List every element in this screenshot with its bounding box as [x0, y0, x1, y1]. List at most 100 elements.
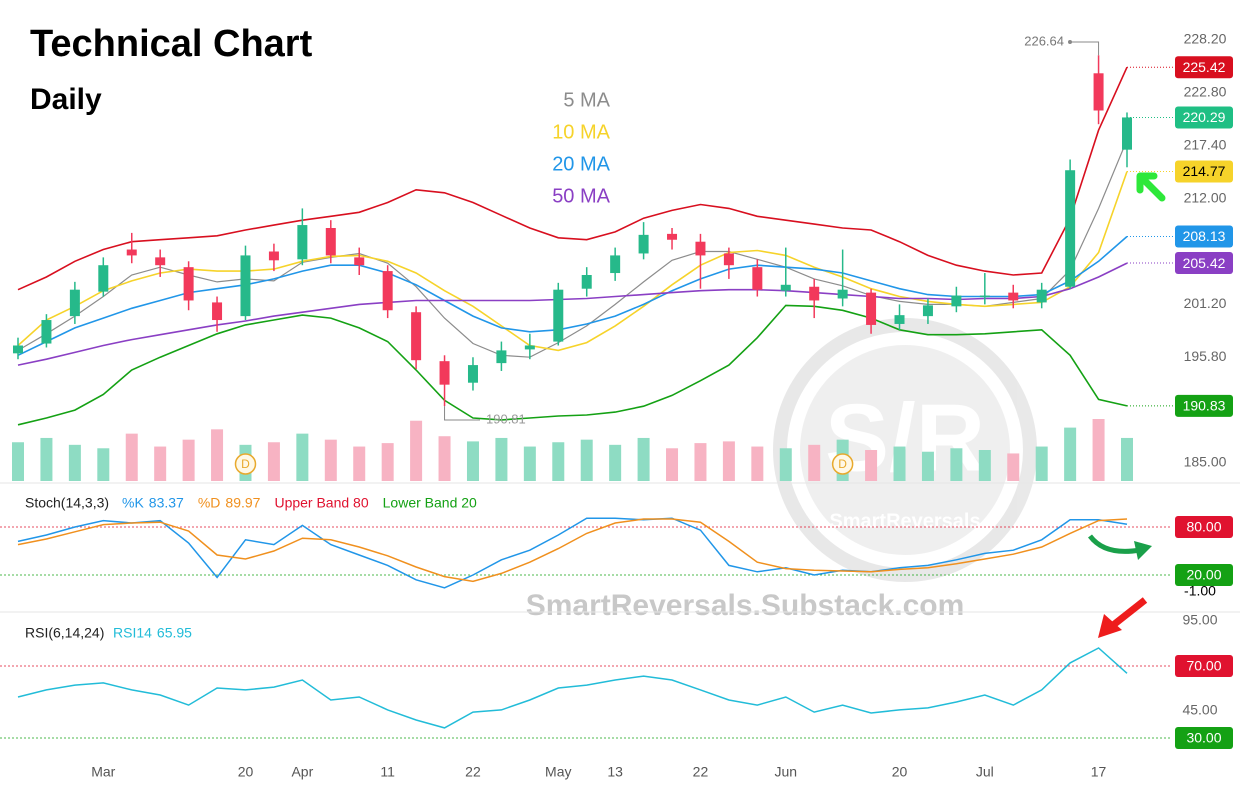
band-label: 80.00 — [1186, 519, 1221, 535]
candle-body — [439, 361, 450, 385]
volume-bar — [865, 450, 878, 481]
indicator-line — [17, 517, 1128, 589]
candle-body — [695, 241, 706, 256]
candle-body — [553, 289, 564, 342]
x-tick-label: May — [545, 764, 571, 780]
ma-line — [17, 171, 1128, 352]
volume-bar — [211, 429, 224, 481]
candle-body — [638, 234, 649, 254]
price-label: 208.13 — [1183, 228, 1226, 244]
price-label-box — [1175, 225, 1233, 248]
candle-body — [837, 289, 848, 299]
candle-body — [809, 286, 820, 301]
y-tick-label: 195.80 — [1184, 348, 1227, 364]
band-legend: Lower Band 20 — [383, 495, 477, 511]
candle-body — [524, 345, 535, 350]
volume-bar — [410, 420, 423, 481]
ma-line — [17, 139, 1128, 358]
candle-body — [1065, 170, 1076, 287]
x-tick-label: Jun — [774, 764, 797, 780]
candle-body — [1122, 117, 1132, 150]
price-label-box — [1175, 394, 1233, 417]
band-label-box — [1175, 727, 1233, 749]
indicator-legend-name: RSI14 — [113, 625, 152, 641]
indicator-line — [17, 647, 1128, 729]
candle-body — [951, 295, 962, 307]
price-label-box — [1175, 252, 1233, 275]
band-label: 70.00 — [1186, 658, 1221, 674]
volume-bar — [893, 446, 906, 481]
chart-title: Technical Chart — [30, 23, 313, 65]
volume-bar — [1092, 419, 1105, 481]
volume-bar — [353, 446, 366, 481]
band-label: 30.00 — [1186, 730, 1221, 746]
volume-bar — [495, 437, 508, 481]
candle-body — [1008, 292, 1019, 301]
indicator-title: RSI(6,14,24) — [25, 625, 104, 641]
price-label: 214.77 — [1183, 163, 1226, 179]
candle-body — [866, 292, 877, 325]
x-tick-label: Jul — [976, 764, 994, 780]
volume-bar — [1064, 427, 1077, 481]
candle-body — [922, 305, 933, 317]
low-pointer — [444, 406, 480, 421]
volume-bar — [40, 437, 53, 481]
high-dot — [1068, 40, 1072, 44]
candle-body — [496, 350, 507, 364]
candle-body — [1093, 73, 1104, 111]
candle-body — [41, 320, 52, 344]
volume-bar — [722, 441, 735, 481]
candle-body — [183, 267, 194, 301]
volume-bar — [609, 444, 622, 481]
x-tick-label: 22 — [693, 764, 709, 780]
legend-entry: 10 MA — [552, 121, 610, 143]
legend-entry: 20 MA — [552, 153, 610, 175]
y-tick-label: 95.00 — [1182, 612, 1217, 628]
candle-body — [69, 289, 80, 317]
volume-bar — [523, 446, 536, 481]
x-tick-label: 20 — [892, 764, 908, 780]
volume-bar — [1007, 453, 1020, 481]
volume-bar — [552, 442, 565, 481]
price-label: 220.29 — [1183, 109, 1226, 125]
volume-bar — [694, 443, 707, 481]
x-tick-label: Apr — [291, 764, 313, 780]
candle-body — [13, 345, 23, 354]
y-tick-label: 217.40 — [1184, 136, 1227, 152]
price-label-box — [1175, 56, 1233, 79]
low-label: 190.81 — [486, 411, 526, 426]
volume-bar — [666, 448, 679, 481]
candle-body — [354, 257, 365, 266]
volume-bar — [637, 437, 650, 481]
band-label-box — [1175, 564, 1233, 586]
x-tick-label: 22 — [465, 764, 481, 780]
candle-body — [1036, 289, 1047, 303]
volume-bar — [324, 439, 337, 481]
candle-body — [467, 365, 478, 383]
candle-body — [581, 275, 592, 289]
indicator-legend-name: %K — [122, 495, 144, 511]
y-tick-label: 185.00 — [1184, 454, 1227, 470]
band-label-box — [1175, 655, 1233, 677]
volume-bar — [779, 448, 792, 481]
ma-line — [17, 66, 1128, 291]
candle-body — [610, 255, 621, 274]
volume-bar — [12, 442, 24, 481]
volume-bar — [182, 439, 195, 481]
arrow — [1109, 597, 1148, 629]
arrow-head — [1134, 541, 1152, 560]
watermark-brand: SmartReversals — [829, 510, 980, 532]
volume-bar — [154, 446, 167, 481]
volume-bar — [381, 443, 394, 481]
chart-subtitle: Daily — [30, 83, 102, 116]
candle-body — [667, 233, 678, 240]
ma-line — [17, 235, 1128, 357]
candle-body — [382, 271, 393, 311]
candle-body — [723, 253, 734, 266]
candle-body — [155, 257, 166, 266]
candle-body — [894, 315, 905, 324]
volume-bar — [438, 436, 451, 481]
y-tick-label: 201.20 — [1184, 295, 1227, 311]
indicator-title: Stoch(14,3,3) — [25, 495, 109, 511]
price-label-box — [1175, 160, 1233, 183]
